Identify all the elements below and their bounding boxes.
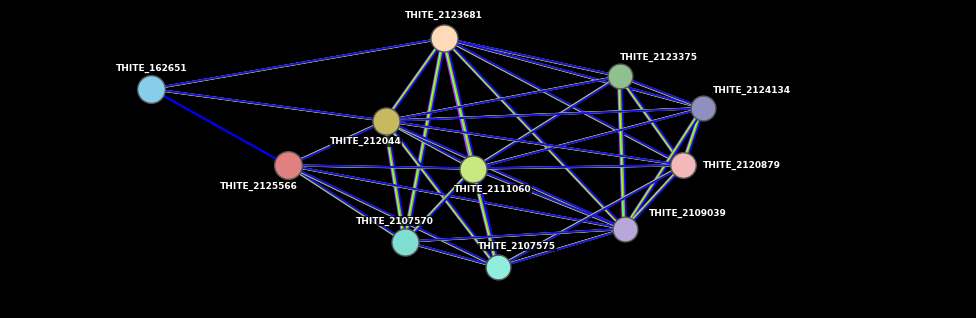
Text: THITE_2107575: THITE_2107575 [478, 242, 556, 251]
Text: THITE_2125566: THITE_2125566 [220, 182, 298, 190]
Point [397, 239, 413, 244]
Text: THITE_162651: THITE_162651 [115, 64, 187, 73]
Point [280, 163, 296, 168]
Text: THITE_2123375: THITE_2123375 [620, 53, 698, 62]
Point [695, 106, 711, 111]
Text: THITE_2123681: THITE_2123681 [405, 11, 483, 20]
Point [436, 36, 452, 41]
Text: THITE_2109039: THITE_2109039 [649, 209, 727, 218]
Text: THITE_212044: THITE_212044 [330, 137, 402, 146]
Text: THITE_2124134: THITE_2124134 [712, 86, 791, 95]
Point [675, 163, 691, 168]
Point [490, 265, 506, 270]
Point [378, 118, 393, 123]
Point [617, 226, 632, 232]
Point [466, 166, 481, 171]
Text: THITE_2120879: THITE_2120879 [703, 161, 781, 170]
Point [143, 86, 159, 92]
Text: THITE_2111060: THITE_2111060 [454, 185, 532, 194]
Text: THITE_2107570: THITE_2107570 [356, 217, 434, 225]
Point [612, 74, 628, 79]
